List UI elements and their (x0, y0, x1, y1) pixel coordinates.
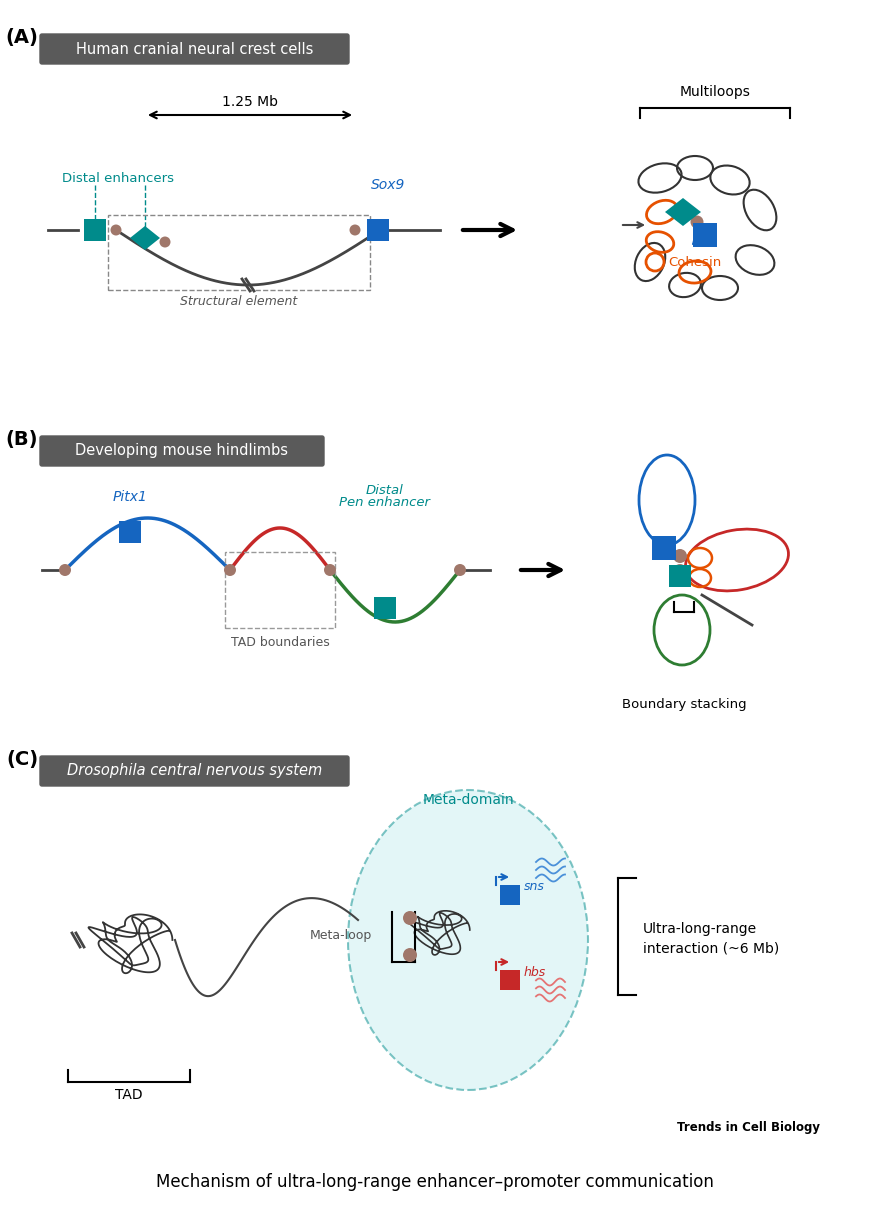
Text: sns: sns (523, 881, 544, 894)
Bar (500, 885, 520, 905)
Ellipse shape (59, 564, 71, 576)
Bar (108, 215, 369, 290)
Text: TAD boundaries: TAD boundaries (230, 636, 329, 649)
Text: Distal enhancers: Distal enhancers (62, 171, 174, 184)
Text: (A): (A) (5, 28, 38, 47)
Text: Ultra-long-range: Ultra-long-range (642, 922, 756, 935)
Text: Pen enhancer: Pen enhancer (339, 496, 430, 509)
Text: Multiloops: Multiloops (679, 85, 750, 99)
Ellipse shape (159, 237, 170, 247)
Text: Meta-loop: Meta-loop (309, 928, 372, 941)
Bar (225, 552, 335, 628)
Bar (374, 597, 395, 619)
Bar (119, 522, 141, 543)
Bar (651, 536, 675, 560)
Text: TAD: TAD (115, 1088, 143, 1101)
FancyBboxPatch shape (40, 34, 348, 64)
Bar (84, 220, 106, 241)
Ellipse shape (402, 911, 416, 926)
Ellipse shape (673, 564, 687, 579)
Text: Boundary stacking: Boundary stacking (621, 697, 746, 711)
Text: Developing mouse hindlimbs: Developing mouse hindlimbs (76, 444, 289, 459)
FancyBboxPatch shape (40, 756, 348, 786)
Ellipse shape (348, 790, 587, 1090)
Polygon shape (129, 226, 160, 250)
Text: Human cranial neural crest cells: Human cranial neural crest cells (76, 41, 314, 57)
Bar (668, 565, 690, 587)
Bar (367, 220, 388, 241)
Ellipse shape (323, 564, 335, 576)
Bar (500, 970, 520, 990)
Ellipse shape (402, 949, 416, 962)
Text: hbs: hbs (523, 966, 546, 979)
Ellipse shape (454, 564, 466, 576)
Text: Trends in Cell Biology: Trends in Cell Biology (676, 1122, 819, 1134)
Text: Pitx1: Pitx1 (112, 490, 147, 503)
Text: Sox9: Sox9 (370, 178, 405, 192)
Text: Meta-domain: Meta-domain (421, 793, 514, 807)
Text: (B): (B) (6, 431, 38, 450)
Polygon shape (664, 198, 700, 226)
Text: Mechanism of ultra-long-range enhancer–promoter communication: Mechanism of ultra-long-range enhancer–p… (156, 1173, 713, 1191)
Text: Cohesin: Cohesin (667, 256, 720, 268)
Text: interaction (~6 Mb): interaction (~6 Mb) (642, 941, 779, 956)
Text: Distal: Distal (366, 484, 403, 496)
Ellipse shape (223, 564, 235, 576)
Bar (693, 223, 716, 247)
FancyBboxPatch shape (40, 435, 323, 466)
Ellipse shape (110, 224, 122, 235)
Ellipse shape (690, 216, 703, 228)
Text: Structural element: Structural element (180, 295, 297, 308)
Ellipse shape (673, 549, 687, 563)
Text: 1.25 Mb: 1.25 Mb (222, 95, 278, 109)
Text: Drosophila central nervous system: Drosophila central nervous system (67, 763, 322, 779)
Ellipse shape (349, 224, 360, 235)
Text: (C): (C) (6, 751, 38, 769)
